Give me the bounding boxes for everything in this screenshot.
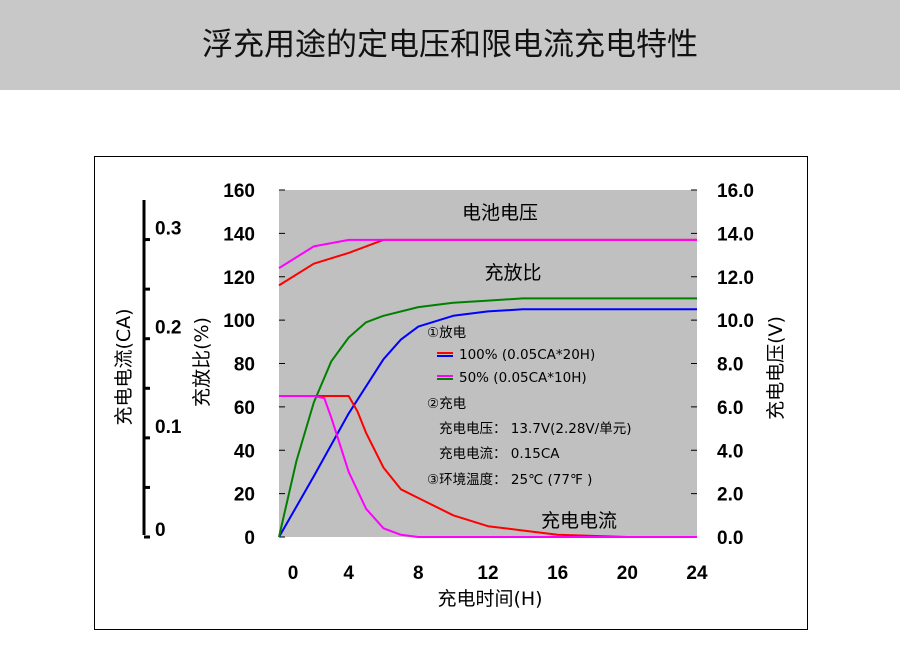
x-tick-label: 24: [686, 563, 708, 584]
y-left-tick-label: 0: [244, 528, 255, 549]
y-right-tick-label: 0.0: [717, 528, 743, 549]
legend-charge-voltage: 充电电压： 13.7V(2.28V/单元): [439, 421, 631, 437]
legend-charge-current: 充电电流： 0.15CA: [439, 446, 560, 462]
legend-charge-title: ②充电: [427, 396, 466, 412]
y-left-tick-label: 140: [223, 224, 255, 245]
y-right-tick-label: 10.0: [717, 311, 754, 332]
y-left-tick-label: 160: [223, 181, 255, 202]
y-right-tick-label: 16.0: [717, 181, 754, 202]
x-tick-label: 20: [617, 563, 638, 584]
x-tick-label: 0: [288, 563, 299, 584]
far-left-axis-title: 充电电流(CA): [113, 308, 135, 425]
page-title: 浮充用途的定电压和限电流充电特性: [202, 27, 698, 63]
x-tick-label: 12: [477, 563, 498, 584]
far-left-tick-label: 0.1: [155, 417, 182, 438]
series-line-i50: [279, 395, 697, 538]
y-left-tick-label: 120: [223, 268, 255, 289]
y-left-axis-title: 充放比(%): [191, 317, 213, 407]
y-right-tick-label: 8.0: [717, 355, 743, 376]
y-left-tick-label: 20: [234, 485, 255, 506]
legend-env-temp: ③环境温度： 25℃ (77℉ ): [427, 472, 592, 488]
title-bar: [0, 0, 900, 90]
x-tick-label: 4: [343, 563, 354, 584]
y-right-tick-label: 2.0: [717, 485, 743, 506]
far-left-tick-label: 0: [155, 520, 166, 541]
y-right-tick-label: 6.0: [717, 398, 743, 419]
y-left-tick-label: 60: [234, 398, 255, 419]
y-right-axis-title: 充电电压(V): [765, 316, 787, 420]
curve-label-voltage: 电池电压: [462, 202, 538, 224]
series-line-r100: [278, 308, 697, 538]
x-tick-label: 8: [413, 563, 424, 584]
plot-area: [279, 190, 697, 537]
legend-series-100: 100% (0.05CA*20H): [459, 347, 595, 363]
x-axis-title: 充电时间(H): [437, 588, 542, 610]
far-left-tick-label: 0.3: [155, 219, 181, 240]
y-left-tick-label: 40: [234, 441, 255, 462]
legend-series-50: 50% (0.05CA*10H): [459, 370, 587, 386]
y-right-tick-label: 14.0: [717, 224, 754, 245]
y-right-tick-label: 12.0: [717, 268, 754, 289]
x-tick-label: 16: [547, 563, 568, 584]
y-left-tick-label: 80: [234, 355, 255, 376]
y-left-tick-label: 100: [223, 311, 255, 332]
series-line-i100: [279, 395, 697, 538]
curve-label-current: 充电电流: [541, 510, 617, 532]
legend-discharge-title: ①放电: [427, 325, 466, 341]
y-right-tick-label: 4.0: [717, 441, 743, 462]
series-line-v50: [278, 238, 697, 269]
far-left-tick-label: 0.2: [155, 318, 181, 339]
chart-frame: [94, 156, 808, 630]
curve-label-ratio: 充放比: [484, 262, 541, 284]
